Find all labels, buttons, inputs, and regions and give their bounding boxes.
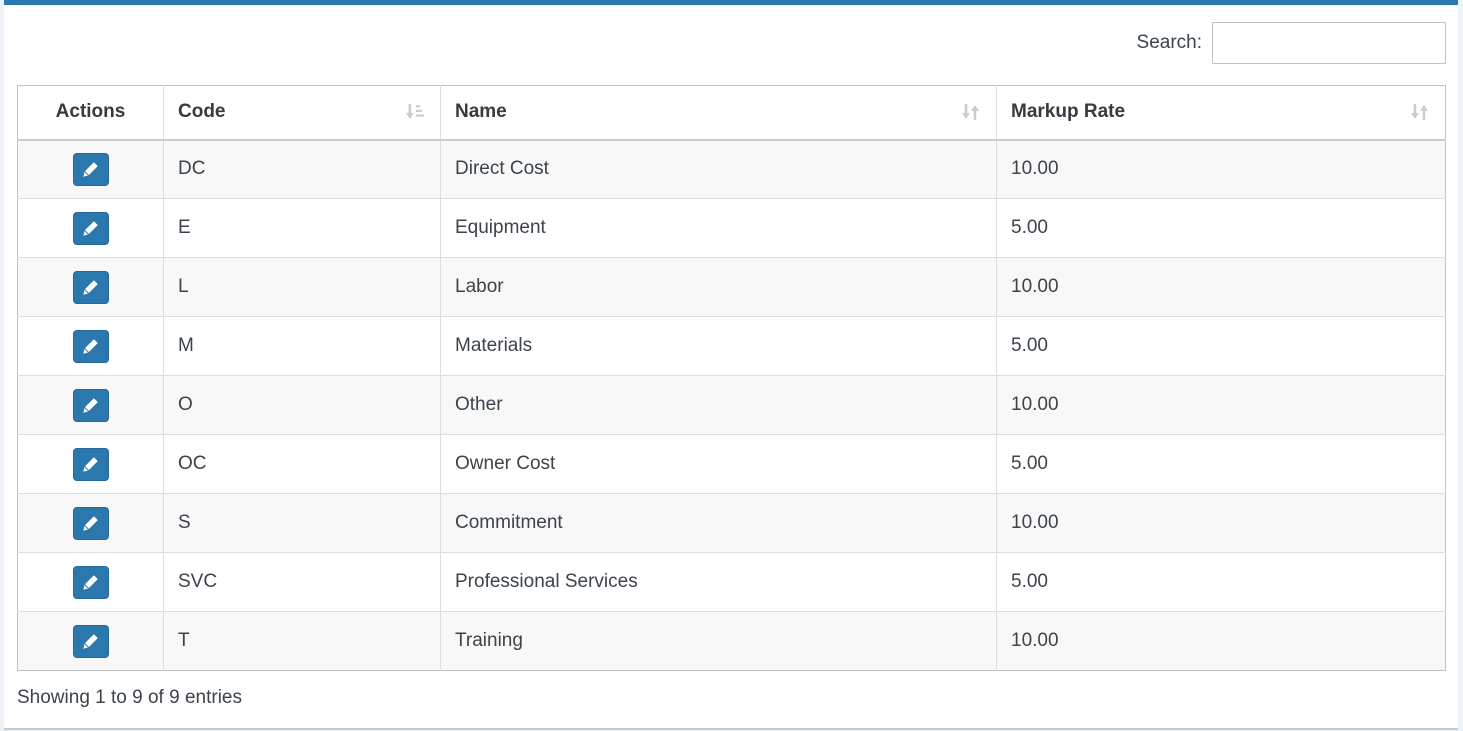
code-cell: SVC bbox=[163, 552, 441, 612]
table-row: O Other 10.00 bbox=[17, 375, 1446, 435]
name-cell: Other bbox=[440, 375, 997, 435]
column-header-label: Name bbox=[455, 101, 507, 123]
column-header-markup-rate[interactable]: Markup Rate bbox=[996, 85, 1446, 141]
name-cell: Labor bbox=[440, 257, 997, 317]
table-info-status: Showing 1 to 9 of 9 entries bbox=[17, 687, 242, 708]
markup-rate-cell: 5.00 bbox=[996, 434, 1446, 494]
column-header-label: Actions bbox=[55, 101, 126, 123]
edit-button[interactable] bbox=[72, 506, 109, 540]
sort-updown-icon bbox=[961, 103, 980, 122]
edit-button[interactable] bbox=[72, 152, 109, 186]
name-cell: Equipment bbox=[440, 198, 997, 258]
pencil-icon bbox=[82, 279, 99, 295]
edit-button[interactable] bbox=[72, 565, 109, 599]
edit-button[interactable] bbox=[72, 624, 109, 658]
column-header-code[interactable]: Code bbox=[163, 85, 441, 141]
content-panel: Search: Actions Code bbox=[4, 0, 1458, 730]
search-input[interactable] bbox=[1212, 22, 1446, 64]
name-cell: Materials bbox=[440, 316, 997, 376]
edit-button[interactable] bbox=[72, 329, 109, 363]
table-header-row: Actions Code Name bbox=[17, 85, 1446, 141]
sort-amount-asc-icon bbox=[405, 103, 424, 122]
table-row: DC Direct Cost 10.00 bbox=[17, 139, 1446, 199]
pencil-icon bbox=[82, 456, 99, 472]
markup-rate-cell: 5.00 bbox=[996, 198, 1446, 258]
name-cell: Owner Cost bbox=[440, 434, 997, 494]
column-header-label: Code bbox=[178, 101, 226, 123]
pencil-icon bbox=[82, 161, 99, 177]
table-row: L Labor 10.00 bbox=[17, 257, 1446, 317]
table-row: S Commitment 10.00 bbox=[17, 493, 1446, 553]
table-toolbar: Search: bbox=[17, 22, 1446, 64]
code-cell: DC bbox=[163, 139, 441, 199]
actions-cell bbox=[17, 375, 164, 435]
actions-cell bbox=[17, 139, 164, 199]
name-cell: Direct Cost bbox=[440, 139, 997, 199]
code-cell: O bbox=[163, 375, 441, 435]
markup-rate-cell: 10.00 bbox=[996, 493, 1446, 553]
table-row: SVC Professional Services 5.00 bbox=[17, 552, 1446, 612]
actions-cell bbox=[17, 257, 164, 317]
markup-rate-cell: 10.00 bbox=[996, 139, 1446, 199]
actions-cell bbox=[17, 198, 164, 258]
table-row: T Training 10.00 bbox=[17, 611, 1446, 671]
pencil-icon bbox=[82, 397, 99, 413]
table-body: DC Direct Cost 10.00 E Equipment 5.00 bbox=[17, 139, 1446, 671]
markup-rate-cell: 10.00 bbox=[996, 257, 1446, 317]
markup-rate-cell: 5.00 bbox=[996, 316, 1446, 376]
table-row: E Equipment 5.00 bbox=[17, 198, 1446, 258]
pencil-icon bbox=[82, 574, 99, 590]
markup-rates-table: Actions Code Name bbox=[17, 85, 1446, 671]
column-header-actions: Actions bbox=[17, 85, 164, 141]
markup-rate-cell: 10.00 bbox=[996, 375, 1446, 435]
pencil-icon bbox=[82, 338, 99, 354]
sort-updown-icon bbox=[1410, 103, 1429, 122]
edit-button[interactable] bbox=[72, 388, 109, 422]
actions-cell bbox=[17, 434, 164, 494]
actions-cell bbox=[17, 611, 164, 671]
search-label: Search: bbox=[1136, 32, 1202, 53]
actions-cell bbox=[17, 493, 164, 553]
markup-rate-cell: 5.00 bbox=[996, 552, 1446, 612]
table-row: OC Owner Cost 5.00 bbox=[17, 434, 1446, 494]
markup-rate-cell: 10.00 bbox=[996, 611, 1446, 671]
edit-button[interactable] bbox=[72, 211, 109, 245]
code-cell: M bbox=[163, 316, 441, 376]
code-cell: S bbox=[163, 493, 441, 553]
name-cell: Commitment bbox=[440, 493, 997, 553]
actions-cell bbox=[17, 316, 164, 376]
code-cell: E bbox=[163, 198, 441, 258]
column-header-name[interactable]: Name bbox=[440, 85, 997, 141]
name-cell: Professional Services bbox=[440, 552, 997, 612]
pencil-icon bbox=[82, 515, 99, 531]
name-cell: Training bbox=[440, 611, 997, 671]
pencil-icon bbox=[82, 633, 99, 649]
code-cell: L bbox=[163, 257, 441, 317]
pencil-icon bbox=[82, 220, 99, 236]
edit-button[interactable] bbox=[72, 447, 109, 481]
code-cell: OC bbox=[163, 434, 441, 494]
column-header-label: Markup Rate bbox=[1011, 101, 1126, 123]
code-cell: T bbox=[163, 611, 441, 671]
edit-button[interactable] bbox=[72, 270, 109, 304]
table-row: M Materials 5.00 bbox=[17, 316, 1446, 376]
actions-cell bbox=[17, 552, 164, 612]
